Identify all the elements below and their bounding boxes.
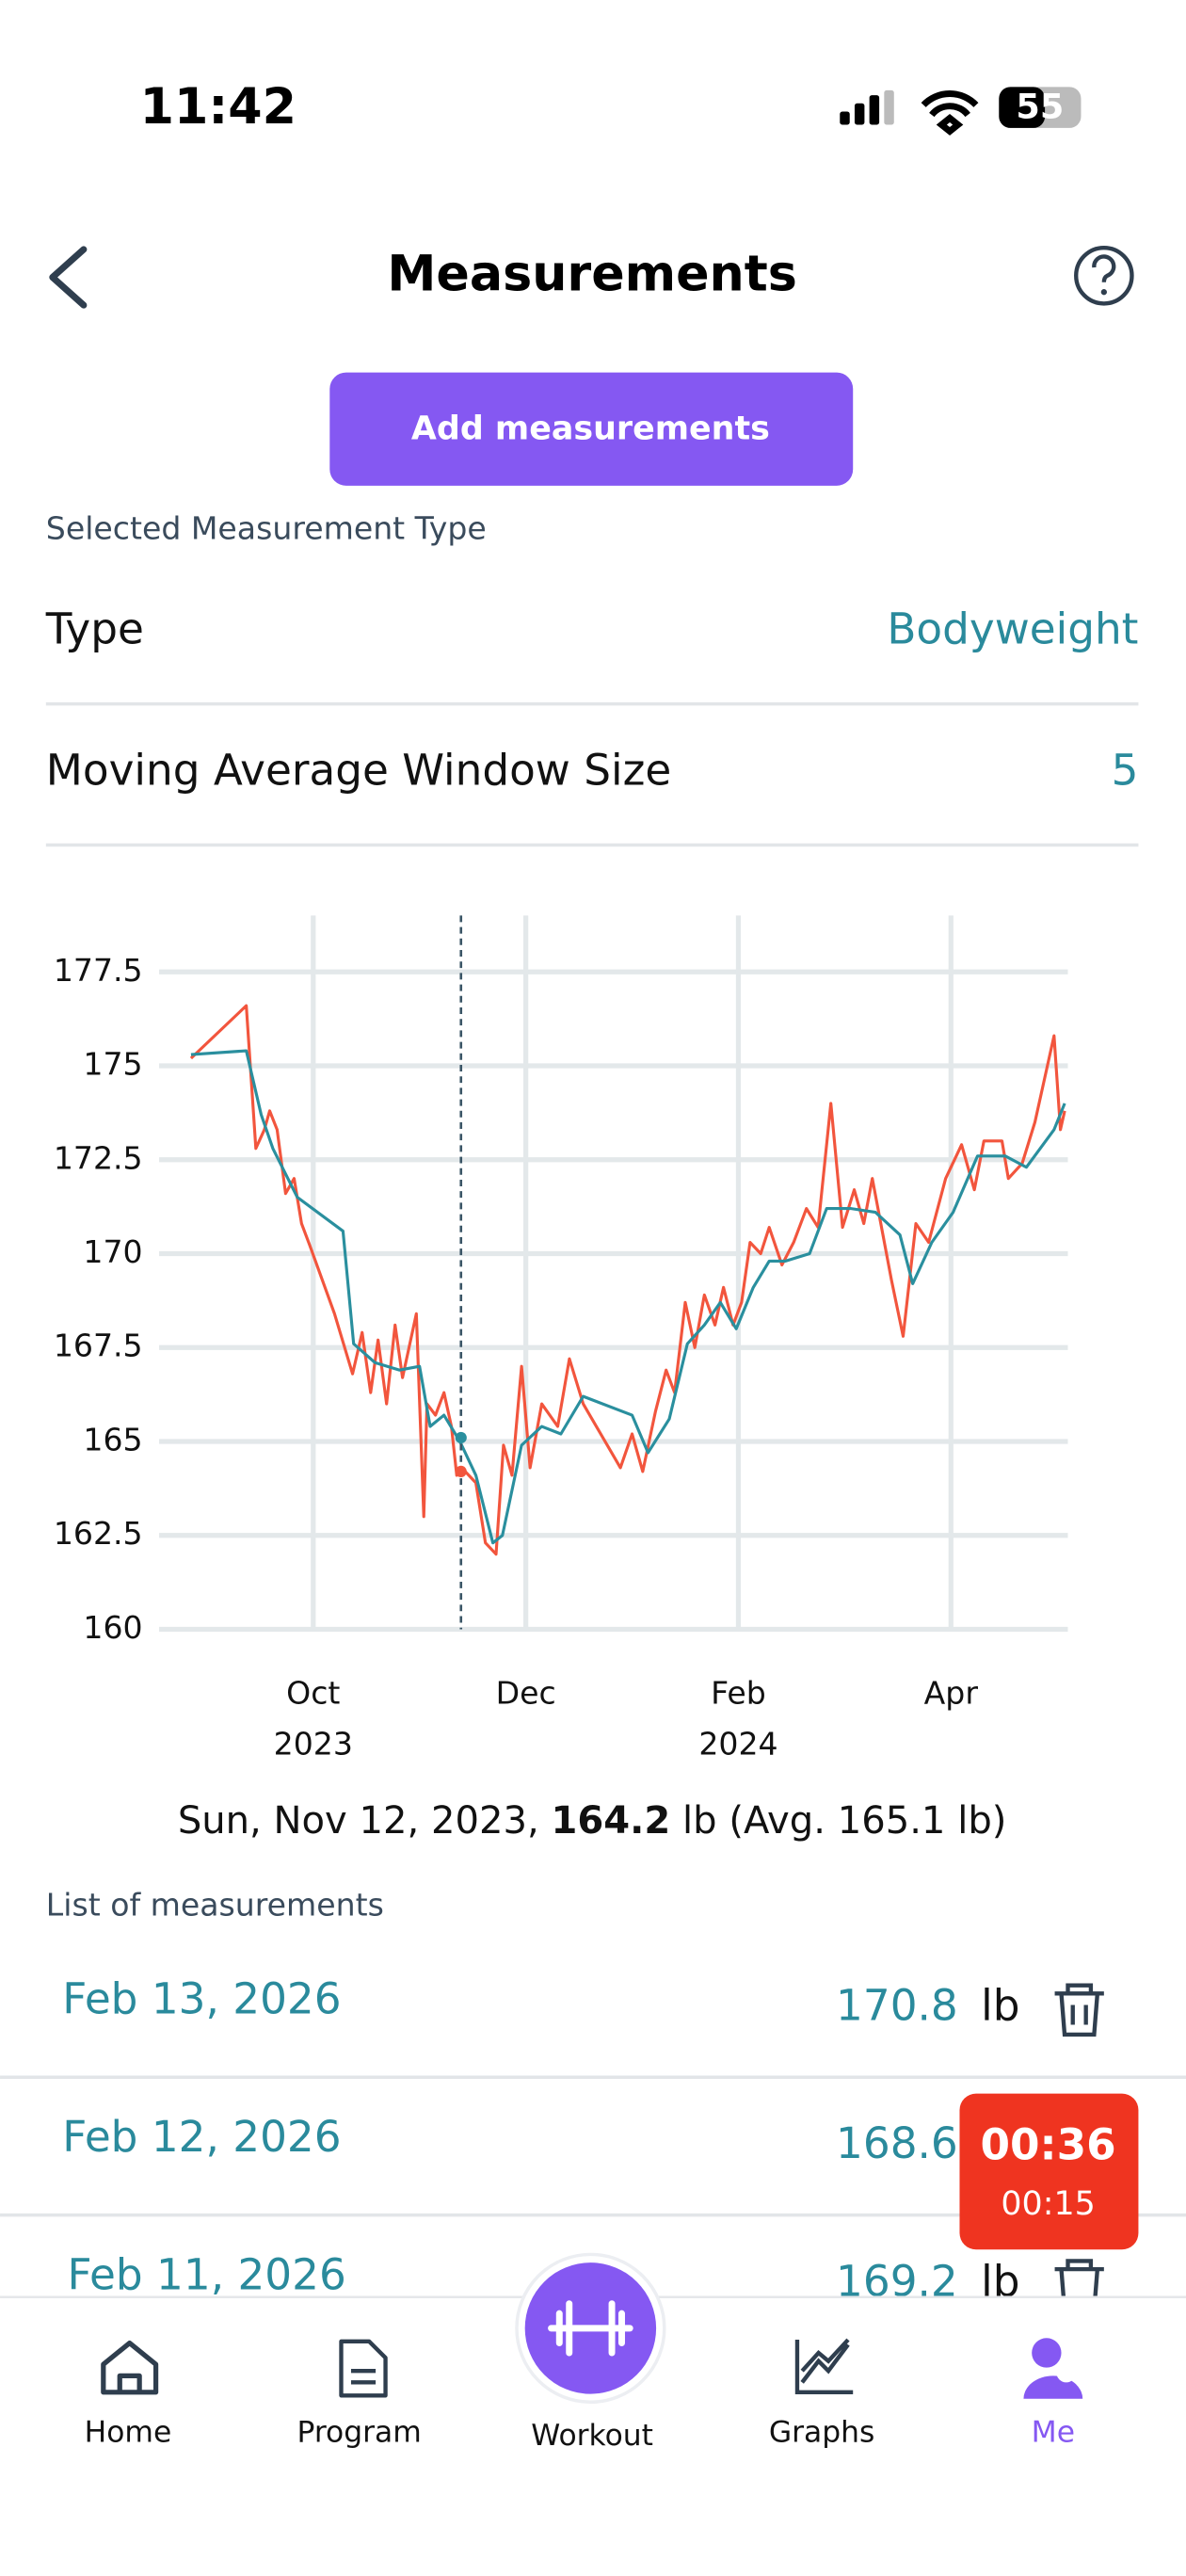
add-button[interactable] [329,372,854,486]
series-line [189,1004,1066,1556]
help-button[interactable] [1074,245,1134,306]
battery-level [999,87,1046,128]
x-tick-label: Feb [711,1675,766,1712]
series-line [190,1049,1066,1545]
item-value: 170.8 [836,1981,958,2031]
selection-unit: lb [682,1799,717,1843]
cursor-point [455,1465,467,1478]
list-label: List of measurements [46,1886,384,1923]
y-tick-label: 162.5 [54,1515,143,1552]
battery-text: 55 [1016,87,1064,127]
window-row[interactable]: Moving Average Window Size 5 [46,745,1139,795]
window-label: Moving Average Window Size [46,745,671,795]
delete-button[interactable] [1054,1983,1104,2037]
tab-me[interactable]: Me [1023,2338,1083,2449]
type-label: Type [45,604,144,653]
selection-info: Sun, Nov 12, 2023, 164.2 lb (Avg. 165.1 … [178,1799,1007,1843]
list-item[interactable]: Feb 12, 2026 168.6 [62,2112,958,2168]
tab-graphs[interactable]: Graphs [769,2338,875,2449]
timer-main: 00:36 [980,2120,1115,2170]
tab-label: Me [1032,2415,1075,2449]
tab-home[interactable]: Home [85,2340,172,2450]
item-date: Feb 12, 2026 [62,2112,341,2162]
tab-label: Program [297,2415,422,2449]
selection-value: 164.2 [551,1799,670,1843]
selection-avg-unit: lb) [957,1799,1006,1843]
timer[interactable]: 00:36 00:15 [959,2093,1139,2250]
page-title: Measurements [387,246,796,303]
add-button-label: Add measurements [411,411,770,448]
type-row[interactable]: Type Bodyweight [45,604,1139,653]
x-tick-year: 2024 [698,1726,777,1763]
selection-date: Sun, Nov 12, 2023, [178,1799,539,1843]
y-tick-label: 177.5 [54,952,143,989]
chart: 160 162.5 165 167.5 170 172.5 175 177.5 Oct 2023 D… [54,915,1068,1763]
window-value: 5 [1112,745,1139,795]
item-unit: lb [981,1981,1019,2031]
y-tick-label: 175 [83,1046,142,1083]
signal-icon [840,89,894,125]
status-time: 11:42 [140,78,296,136]
item-date: Feb 11, 2026 [67,2249,345,2299]
y-tick-label: 160 [83,1609,142,1646]
item-date: Feb 13, 2026 [62,1974,341,2024]
list-item[interactable]: Feb 13, 2026 170.8 lb [62,1974,1104,2037]
back-button[interactable] [49,246,88,309]
y-tick-label: 172.5 [54,1139,143,1176]
timer-sub: 00:15 [1001,2185,1095,2223]
section-label: Selected Measurement Type [46,509,487,546]
selection-avg-prefix: (Avg. [729,1799,825,1843]
wifi-icon [921,90,979,136]
tab-label: Graphs [769,2415,875,2449]
x-tick-label: Dec [496,1675,556,1712]
tab-program[interactable]: Program [297,2339,422,2450]
tab-label: Home [85,2415,172,2449]
item-value: 168.6 [836,2118,958,2168]
type-value: Bodyweight [887,604,1138,653]
tab-label: Workout [531,2419,653,2453]
y-tick-label: 165 [83,1421,142,1457]
x-tick-year: 2023 [274,1726,353,1763]
x-tick-label: Apr [924,1675,979,1712]
y-tick-label: 167.5 [54,1328,143,1364]
y-tick-label: 170 [83,1233,142,1270]
x-tick-label: Oct [286,1675,340,1712]
selection-average: 165.1 [838,1799,946,1843]
cursor-average-point [455,1431,467,1444]
tab-workout[interactable]: Workout [515,2252,666,2453]
